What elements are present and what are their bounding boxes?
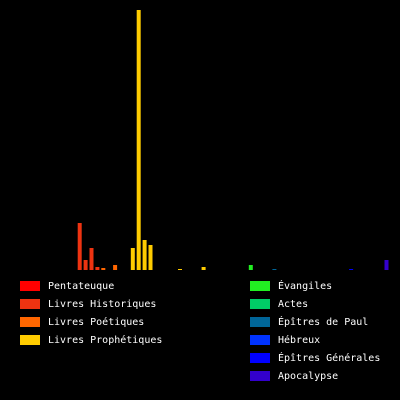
legend-label: Livres Poétiques — [48, 316, 144, 328]
legend-swatch — [250, 281, 270, 291]
bar — [384, 260, 389, 270]
legend-swatch — [250, 353, 270, 363]
legend-swatch — [250, 371, 270, 381]
bar — [95, 267, 100, 270]
bar — [89, 248, 94, 270]
legend-label: Actes — [278, 299, 308, 310]
legend-label: Évangiles — [278, 279, 332, 292]
bar — [272, 269, 277, 270]
bar — [101, 268, 106, 270]
legend-swatch — [20, 317, 40, 327]
bar — [130, 248, 135, 270]
bar — [113, 265, 118, 270]
legend-swatch — [250, 299, 270, 309]
legend-swatch — [20, 281, 40, 291]
bar — [178, 269, 182, 270]
bar — [77, 223, 82, 270]
bar — [83, 260, 88, 270]
legend-swatch — [250, 317, 270, 327]
legend-label: Hébreux — [278, 334, 320, 346]
bar — [142, 240, 147, 270]
bar — [136, 10, 141, 270]
legend-label: Épîtres Générales — [278, 351, 380, 364]
legend-swatch — [20, 335, 40, 345]
legend-swatch — [20, 299, 40, 309]
legend-label: Épîtres de Paul — [278, 315, 368, 328]
bar — [248, 265, 253, 270]
legend-label: Livres Prophétiques — [48, 334, 162, 346]
legend-label: Livres Historiques — [48, 299, 156, 310]
legend-label: Apocalypse — [278, 371, 338, 382]
legend-label: Pentateuque — [48, 281, 114, 292]
bar — [201, 267, 206, 270]
bar — [349, 269, 354, 270]
legend-swatch — [250, 335, 270, 345]
bar — [148, 245, 153, 270]
